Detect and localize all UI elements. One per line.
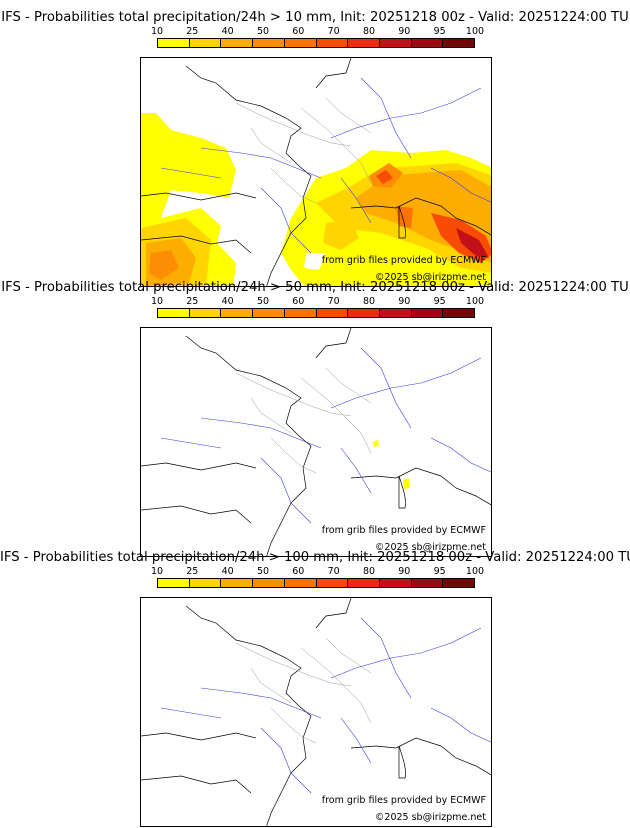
colorbar-segment — [379, 39, 412, 47]
copyright-credit: ©2025 sb@irizpme.net — [374, 272, 486, 283]
tick-label: 70 — [327, 26, 340, 37]
colorbar-segment — [348, 309, 380, 317]
tick-label: 90 — [398, 566, 411, 577]
precip-field — [373, 440, 410, 489]
panel-50mm: IFS - Probabilities total precipitation/… — [0, 280, 630, 557]
tick-label: 50 — [256, 296, 270, 307]
panel-title: IFS - Probabilities total precipitation/… — [1, 10, 629, 25]
tick-label: 40 — [221, 26, 234, 37]
colorbar-segment — [348, 579, 380, 587]
borders — [235, 367, 372, 474]
tick-label: 10 — [150, 566, 164, 577]
borders — [235, 637, 372, 744]
coastline — [141, 58, 491, 286]
colorbar-segment — [443, 579, 475, 587]
map-svg — [141, 328, 491, 556]
colorbar-segment — [189, 309, 222, 317]
source-credit: from grib files provided by ECMWF — [321, 525, 486, 536]
colorbar-ticks: 10 25 40 50 60 70 80 90 95 100 — [151, 566, 484, 578]
colorbar-segment — [158, 309, 190, 317]
colorbar-segment — [189, 579, 222, 587]
tick-label: 95 — [433, 296, 446, 307]
colorbar-segment — [284, 579, 317, 587]
tick-label: 60 — [292, 296, 305, 307]
tick-label: 40 — [221, 296, 234, 307]
colorbar-segment — [411, 39, 444, 47]
precip-field — [141, 113, 491, 286]
colorbar-segment — [411, 579, 444, 587]
tick-label: 90 — [398, 26, 411, 37]
colorbar — [157, 308, 475, 318]
colorbar-segment — [379, 309, 412, 317]
copyright-credit: ©2025 sb@irizpme.net — [374, 812, 486, 823]
colorbar — [157, 38, 475, 48]
colorbar-segment — [158, 39, 190, 47]
colorbar-segment — [316, 579, 349, 587]
tick-label: 80 — [362, 566, 376, 577]
colorbar-segment — [221, 579, 254, 587]
tick-label: 100 — [465, 566, 485, 577]
source-credit: from grib files provided by ECMWF — [321, 795, 486, 806]
tick-label: 70 — [327, 296, 340, 307]
colorbar-segment — [316, 309, 349, 317]
panel-10mm: IFS - Probabilities total precipitation/… — [0, 10, 630, 287]
tick-label: 50 — [256, 566, 270, 577]
colorbar-segment — [379, 579, 412, 587]
tick-label: 10 — [150, 296, 164, 307]
tick-label: 90 — [398, 296, 411, 307]
colorbar-segment — [253, 39, 285, 47]
tick-label: 10 — [150, 26, 164, 37]
tick-label: 95 — [433, 566, 446, 577]
colorbar-segment — [316, 39, 349, 47]
colorbar-ticks: 10 25 40 50 60 70 80 90 95 100 — [151, 26, 484, 38]
panel-title: IFS - Probabilities total precipitation/… — [1, 280, 629, 295]
rivers — [160, 347, 491, 524]
colorbar-segment — [443, 39, 475, 47]
colorbar-segment — [284, 39, 317, 47]
map: from grib files provided by ECMWF ©2025 … — [140, 597, 492, 827]
colorbar-segment — [348, 39, 380, 47]
colorbar-segment — [221, 39, 254, 47]
copyright-credit: ©2025 sb@irizpme.net — [374, 542, 486, 553]
colorbar-ticks: 10 25 40 50 60 70 80 90 95 100 — [151, 296, 484, 308]
colorbar — [157, 578, 475, 588]
tick-label: 100 — [465, 296, 485, 307]
colorbar-segment — [284, 309, 317, 317]
borders — [235, 97, 372, 204]
tick-label: 60 — [292, 26, 305, 37]
map-svg — [141, 58, 491, 286]
tick-label: 50 — [256, 26, 270, 37]
map-svg — [141, 598, 491, 826]
map: from grib files provided by ECMWF ©2025 … — [140, 327, 492, 557]
tick-label: 70 — [327, 566, 340, 577]
tick-label: 100 — [465, 26, 485, 37]
coastline — [141, 328, 491, 556]
tick-label: 25 — [186, 296, 199, 307]
tick-label: 60 — [292, 566, 305, 577]
rivers — [160, 617, 491, 794]
tick-label: 80 — [362, 296, 376, 307]
source-credit: from grib files provided by ECMWF — [321, 255, 486, 266]
tick-label: 80 — [362, 26, 376, 37]
colorbar-segment — [253, 579, 285, 587]
colorbar-segment — [253, 309, 285, 317]
colorbar-segment — [221, 309, 254, 317]
panel-100mm: IFS - Probabilities total precipitation/… — [0, 550, 630, 827]
rivers — [160, 77, 491, 254]
colorbar-segment — [158, 579, 190, 587]
colorbar-segment — [443, 309, 475, 317]
coastline — [141, 598, 491, 826]
tick-label: 25 — [186, 566, 199, 577]
panel-title: IFS - Probabilities total precipitation/… — [0, 550, 630, 565]
tick-label: 40 — [221, 566, 234, 577]
tick-label: 95 — [433, 26, 446, 37]
map: from grib files provided by ECMWF ©2025 … — [140, 57, 492, 287]
colorbar-segment — [189, 39, 222, 47]
colorbar-segment — [411, 309, 444, 317]
tick-label: 25 — [186, 26, 199, 37]
